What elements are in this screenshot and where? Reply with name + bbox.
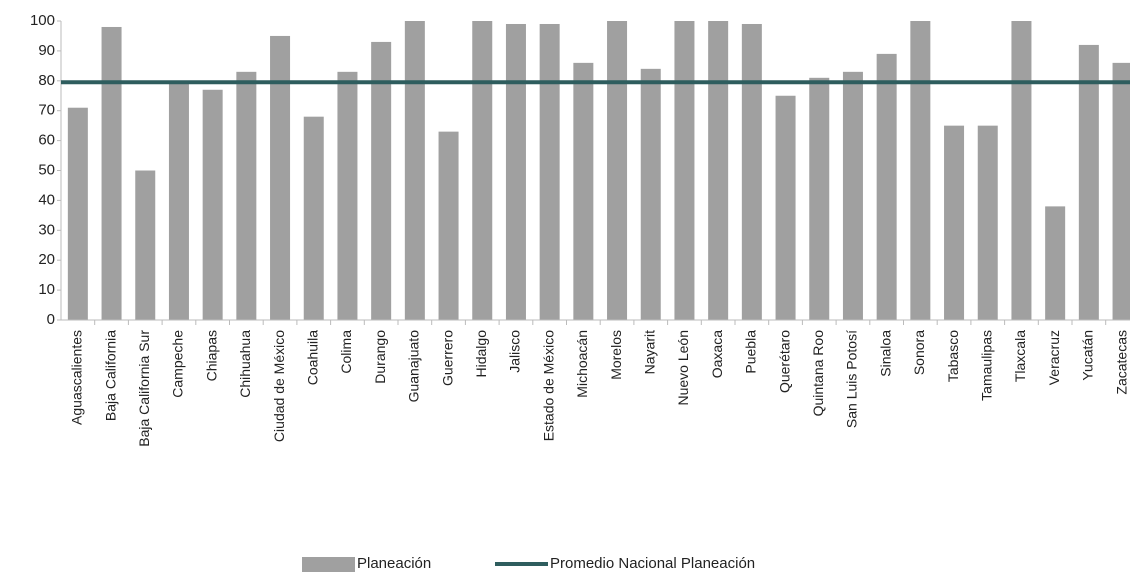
bar	[472, 21, 493, 320]
x-tick-label: Nayarit	[641, 330, 657, 374]
x-tick-label: Aguascalientes	[69, 330, 85, 425]
y-tick-label: 100	[30, 12, 55, 29]
bar	[674, 21, 695, 320]
x-tick-label: Estado de México	[540, 330, 556, 441]
bar	[505, 23, 526, 321]
bar	[303, 116, 324, 321]
bar	[404, 21, 425, 320]
y-tick-label: 70	[38, 102, 55, 119]
x-tick-label: Tabasco	[945, 330, 961, 382]
bar	[168, 80, 189, 320]
y-tick-label: 30	[38, 221, 55, 238]
x-tick-label: Baja California Sur	[136, 330, 152, 447]
bar	[910, 21, 931, 320]
bar	[640, 68, 661, 320]
bar	[809, 77, 830, 320]
x-tick-label: Oaxaca	[709, 330, 725, 378]
x-tick-label: Jalisco	[507, 330, 523, 373]
y-tick-label: 60	[38, 132, 55, 149]
y-tick-label: 90	[38, 42, 55, 59]
bar	[977, 125, 998, 321]
y-tick-label: 10	[38, 281, 55, 298]
y-tick-label: 0	[47, 311, 55, 328]
x-tick-label: Puebla	[743, 330, 759, 374]
bar	[708, 21, 729, 320]
x-tick-label: Tlaxcala	[1012, 330, 1028, 382]
bar	[876, 53, 897, 320]
x-tick-label: Durango	[372, 330, 388, 384]
x-tick-label: Morelos	[608, 330, 624, 380]
bar	[1112, 62, 1130, 321]
y-tick-label: 20	[38, 251, 55, 268]
x-tick-label: Quintana Roo	[810, 330, 826, 417]
bar	[1011, 21, 1032, 320]
bar	[944, 125, 965, 321]
x-tick-label: Sinaloa	[877, 330, 893, 377]
x-tick-label: Ciudad de México	[271, 330, 287, 442]
y-tick-label: 50	[38, 161, 55, 178]
x-tick-label: Tamaulipas	[978, 330, 994, 401]
bar	[135, 170, 156, 320]
y-tick-label: 40	[38, 191, 55, 208]
bar	[101, 26, 122, 320]
bar	[371, 41, 392, 321]
legend-label: Planeación	[357, 555, 431, 572]
bar	[236, 71, 257, 320]
bar	[67, 107, 88, 321]
bar	[337, 71, 358, 320]
bar	[1078, 44, 1099, 321]
bar	[1045, 206, 1066, 320]
x-tick-label: Yucatán	[1080, 330, 1096, 381]
bar	[270, 35, 291, 320]
x-tick-label: Zacatecas	[1113, 330, 1129, 395]
bar	[573, 62, 594, 321]
x-tick-label: Veracruz	[1046, 330, 1062, 385]
bar	[775, 95, 796, 320]
x-tick-label: Chiapas	[203, 330, 219, 381]
bar	[842, 71, 863, 320]
x-tick-label: Coahuila	[304, 330, 320, 385]
x-tick-label: Chihuahua	[237, 330, 253, 398]
x-tick-label: Guanajuato	[406, 330, 422, 403]
x-tick-label: San Luis Potosí	[844, 330, 860, 428]
x-tick-label: Michoacán	[574, 330, 590, 398]
x-tick-label: Campeche	[170, 330, 186, 398]
bar	[741, 23, 762, 321]
legend-swatch	[302, 557, 355, 572]
legend-label: Promedio Nacional Planeación	[550, 555, 755, 572]
y-tick-label: 80	[38, 72, 55, 89]
x-tick-label: Guerrero	[439, 330, 455, 386]
x-tick-label: Colima	[338, 330, 354, 374]
x-tick-label: Baja California	[102, 330, 118, 421]
x-tick-label: Nuevo León	[675, 330, 691, 406]
bar	[438, 131, 459, 320]
bar	[202, 89, 223, 321]
bar	[539, 23, 560, 321]
x-tick-label: Sonora	[911, 330, 927, 375]
x-tick-label: Hidalgo	[473, 330, 489, 378]
x-tick-label: Querétaro	[776, 330, 792, 393]
bar	[607, 21, 628, 320]
